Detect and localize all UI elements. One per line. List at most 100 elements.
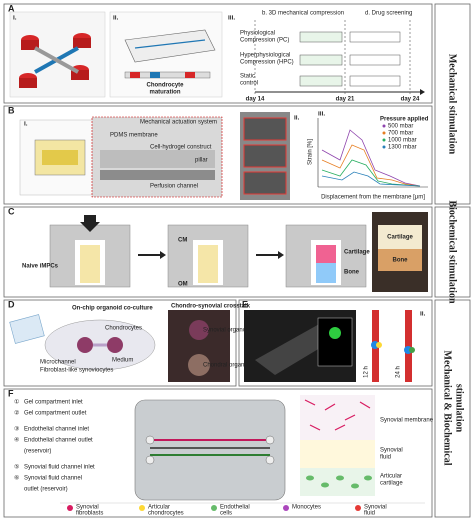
step-label: d. Drug screening [365,11,412,17]
step-label: b. 3D mechanical compression [262,11,344,17]
legend-entry: Synovial [76,505,99,511]
legend-swatch [67,505,73,511]
day-label: day 21 [336,97,355,103]
legend-entry: fibroblasts [76,511,103,517]
legend: SynovialfibroblastsArticularchondrocytes… [67,505,387,517]
panel-b-frame [3,105,433,205]
list-item: (reservoir) [24,449,51,455]
layer-label: Synovial membrane [380,418,434,424]
side-frame-1 [434,3,471,205]
x-axis-label: Displacement from the membrane [μm] [321,195,425,201]
condition: Compression (HPC) [240,60,294,66]
annotation: Chondrocytes [105,326,142,332]
panel-label: F [8,388,14,398]
caption: Chondrocyte [146,83,184,89]
legend-swatch [355,505,361,511]
annotation: OM [178,282,188,288]
subpanel-label: ii. [113,15,119,22]
condition: Static [240,74,255,80]
list-item: Endothelial channel outlet [24,438,93,444]
condition: Hyperphysiological [240,53,290,59]
list-item: Gel compartment inlet [24,400,83,406]
panel-a-frame [3,3,433,104]
panel-label: C [8,206,15,216]
annotation: Bone [344,270,360,276]
legend-entry: Synovial [364,505,387,511]
side-label: stimulation [454,384,465,433]
panel-d-frame [3,299,237,387]
subpanel-label: i. [24,121,28,128]
day-label: day 14 [246,97,265,103]
annotation: pillar [195,158,208,164]
annotation: CM [178,238,187,244]
legend-entry: 700 mbar [388,131,413,137]
legend-entry: chondrocytes [148,511,184,517]
annotation: Perfusion channel [150,184,198,190]
annotation: Microchannel [40,360,76,366]
legend-entry: cells [220,511,232,517]
list-marker: ① [14,399,19,406]
annotation: Synovial organoid [203,328,251,334]
legend-title: Pressure applied [380,117,429,123]
annotation: Fibroblast-like synoviocytes [40,368,113,374]
annotation: PDMS membrane [110,133,158,139]
legend-swatch [139,505,145,511]
legend-entry: Monocytes [292,505,321,511]
time-label: 12 h [364,366,370,378]
list: ① Gel compartment inlet ② Gel compartment o… [14,399,95,493]
layer-label: Synovial [380,448,403,454]
condition: control [240,81,258,87]
panel-e-art [244,310,415,382]
list-item: Endothelial channel inlet [24,427,89,433]
annotation: Mechanical actuation system [140,120,217,126]
list-marker: ⑥ [14,475,19,482]
panel-f-art [60,395,425,504]
y-axis-label: Strain [%] [308,139,314,165]
annotation: Cell-hydrogel construct [150,145,212,151]
layer-label: fluid [380,455,391,461]
side-frame-3 [434,299,471,518]
legend-entry: fluid [364,511,375,517]
side-frame-2 [434,206,471,298]
subpanel-label: ii. [294,115,300,122]
list-marker: ③ [14,426,19,433]
time-label: 24 h [396,366,402,378]
side-label: Mechanical stimulation [447,54,458,155]
list-item: outlet (reservoir) [24,487,68,493]
side-label: Biochemical stimulation [447,200,458,303]
panel-label: D [8,299,15,309]
side-label: Mechanical & Biochemical [442,351,453,466]
panel-c-frame [3,206,433,298]
legend-entry: 500 mbar [388,124,413,130]
photo-label: Cartilage [387,235,413,241]
legend-entry: Articular [148,505,170,511]
panel-label: E [242,299,248,309]
legend-entry: Endothelial [220,505,250,511]
layer-label: cartilage [380,481,403,487]
list-marker: ⑤ [14,464,19,471]
subpanel-label: i. [247,311,251,318]
legend-entry: 1300 mbar [388,145,417,151]
panel-e-frame [238,299,433,387]
list-item: Gel compartment outlet [24,411,87,417]
condition: Physiological [240,31,275,37]
annotation: Naive iMPCs [22,264,59,270]
legend-swatch [211,505,217,511]
panel-label: A [8,3,15,13]
panel-a-art [9,11,425,98]
caption: maturation [149,90,180,96]
annotation: Chondro-synovial crosstalk [171,304,251,310]
panel-b-art [19,112,428,200]
list-marker: ④ [14,437,19,444]
subpanel-label: iii. [228,15,235,22]
layer-label: Articular [380,474,402,480]
list-item: Synovial fluid channel [24,476,82,482]
subpanel-label: i. [13,15,17,22]
panel-f-frame [3,388,433,518]
subpanel-label: iii. [318,111,325,118]
legend-entry: 1000 mbar [388,138,417,144]
panel-c-art [49,212,428,292]
list-item: Synovial fluid channel inlet [24,465,95,471]
annotation: On-chip organoid co-culture [72,306,153,312]
